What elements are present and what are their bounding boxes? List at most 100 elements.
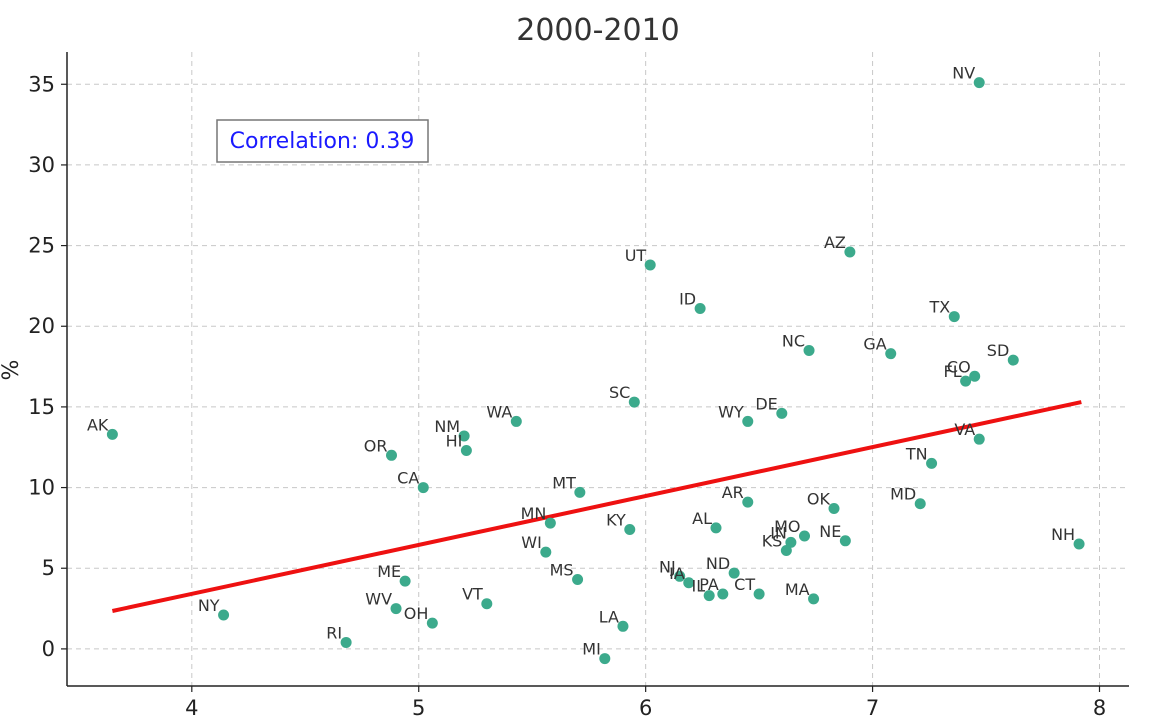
x-tick-label: 7: [866, 696, 879, 720]
data-point-nc: [803, 344, 815, 356]
grid-lines: [67, 52, 1129, 686]
point-label-mo: MO: [774, 517, 800, 536]
data-point-al: [710, 522, 722, 534]
point-label-in: IN: [770, 523, 787, 542]
y-tick-label: 5: [42, 556, 55, 580]
point-label-ar: AR: [722, 483, 744, 502]
point-label-wi: WI: [521, 533, 542, 552]
point-label-al: AL: [692, 509, 712, 528]
trend-line-group: [111, 400, 1082, 613]
data-point-nm: [458, 430, 470, 442]
data-point-ut: [644, 259, 656, 271]
data-point-mo: [799, 530, 810, 542]
point-label-id: ID: [679, 290, 696, 309]
axes: [66, 52, 1129, 687]
data-point-ak: [106, 428, 118, 440]
x-tick-label: 8: [1093, 696, 1106, 720]
data-point-hi: [460, 444, 472, 456]
point-label-ok: OK: [807, 490, 831, 509]
point-label-or: OR: [364, 436, 388, 455]
chart-title: 2000-2010: [516, 13, 680, 48]
point-label-ne: NE: [819, 522, 841, 541]
data-point-tx: [948, 311, 960, 323]
point-label-ia: IA: [669, 564, 685, 583]
annotation-text: Correlation: 0.39: [230, 129, 415, 154]
data-point-oh: [426, 617, 438, 629]
point-label-wy: WY: [718, 402, 744, 421]
data-point-ct: [753, 588, 765, 600]
data-point-ne: [839, 535, 851, 547]
data-point-pa: [717, 588, 729, 600]
trend-line: [111, 400, 1082, 613]
data-point-wi: [540, 546, 552, 558]
point-label-fl: FL: [943, 362, 961, 381]
data-points: [106, 77, 1085, 665]
data-point-or: [386, 449, 397, 461]
point-label-ak: AK: [87, 415, 109, 434]
data-point-ky: [624, 524, 636, 536]
data-point-va: [973, 433, 985, 445]
point-label-nm: NM: [434, 417, 460, 436]
data-point-mn: [544, 517, 556, 529]
point-label-va: VA: [954, 420, 975, 439]
data-point-ca: [417, 482, 429, 494]
point-label-ms: MS: [550, 561, 574, 580]
point-label-az: AZ: [824, 233, 846, 252]
data-point-me: [399, 575, 411, 587]
point-label-mt: MT: [552, 473, 576, 492]
data-point-sd: [1007, 354, 1019, 366]
data-point-ok: [828, 503, 840, 515]
point-label-nc: NC: [782, 331, 805, 350]
data-point-ms: [572, 574, 584, 586]
data-point-mt: [574, 486, 586, 498]
y-tick-label: 0: [42, 637, 55, 661]
point-label-tx: TX: [929, 298, 951, 317]
point-label-pa: PA: [699, 575, 719, 594]
data-point-wv: [390, 603, 402, 615]
point-label-me: ME: [377, 562, 401, 581]
point-label-nj: NJ: [659, 557, 676, 576]
point-label-vt: VT: [462, 585, 483, 604]
y-tick-label: 20: [28, 314, 55, 338]
data-point-in: [785, 536, 797, 548]
point-label-tn: TN: [905, 444, 928, 463]
data-point-fl: [960, 375, 972, 387]
x-tick-label: 6: [639, 696, 652, 720]
point-label-de: DE: [755, 394, 777, 413]
y-tick-label: 30: [28, 153, 55, 177]
y-tick-label: 10: [28, 476, 55, 500]
point-label-ny: NY: [198, 596, 220, 615]
y-tick-label: 15: [28, 395, 55, 419]
data-point-wa: [510, 415, 522, 427]
point-label-mn: MN: [521, 504, 547, 523]
data-point-md: [914, 498, 926, 510]
point-label-ks: KS: [762, 531, 783, 550]
point-label-sd: SD: [987, 341, 1009, 360]
data-point-nd: [728, 567, 740, 579]
point-label-oh: OH: [404, 604, 429, 623]
data-point-ar: [742, 496, 754, 508]
point-label-la: LA: [599, 607, 619, 626]
data-point-nj: [674, 570, 686, 582]
point-label-nh: NH: [1051, 525, 1075, 544]
point-label-ky: KY: [606, 511, 626, 530]
data-point-nv: [973, 77, 985, 89]
data-point-mi: [599, 653, 611, 665]
y-axis-label: %: [0, 360, 24, 381]
data-point-az: [844, 246, 856, 258]
point-label-wv: WV: [365, 590, 392, 609]
data-point-ga: [885, 348, 897, 360]
point-label-md: MD: [890, 485, 916, 504]
point-label-wa: WA: [486, 402, 512, 421]
data-point-sc: [628, 396, 640, 408]
y-tick-label: 35: [28, 72, 55, 96]
annotation-box: [216, 119, 429, 163]
data-point-ny: [218, 609, 230, 621]
data-point-ma: [808, 593, 820, 605]
data-point-ks: [780, 544, 792, 556]
x-tick-label: 5: [412, 696, 425, 720]
point-label-mi: MI: [582, 640, 601, 659]
tick-labels: 4 5 6 7 8 0 5 10 15 20 25 30 35: [28, 72, 1106, 720]
data-point-la: [617, 620, 629, 632]
